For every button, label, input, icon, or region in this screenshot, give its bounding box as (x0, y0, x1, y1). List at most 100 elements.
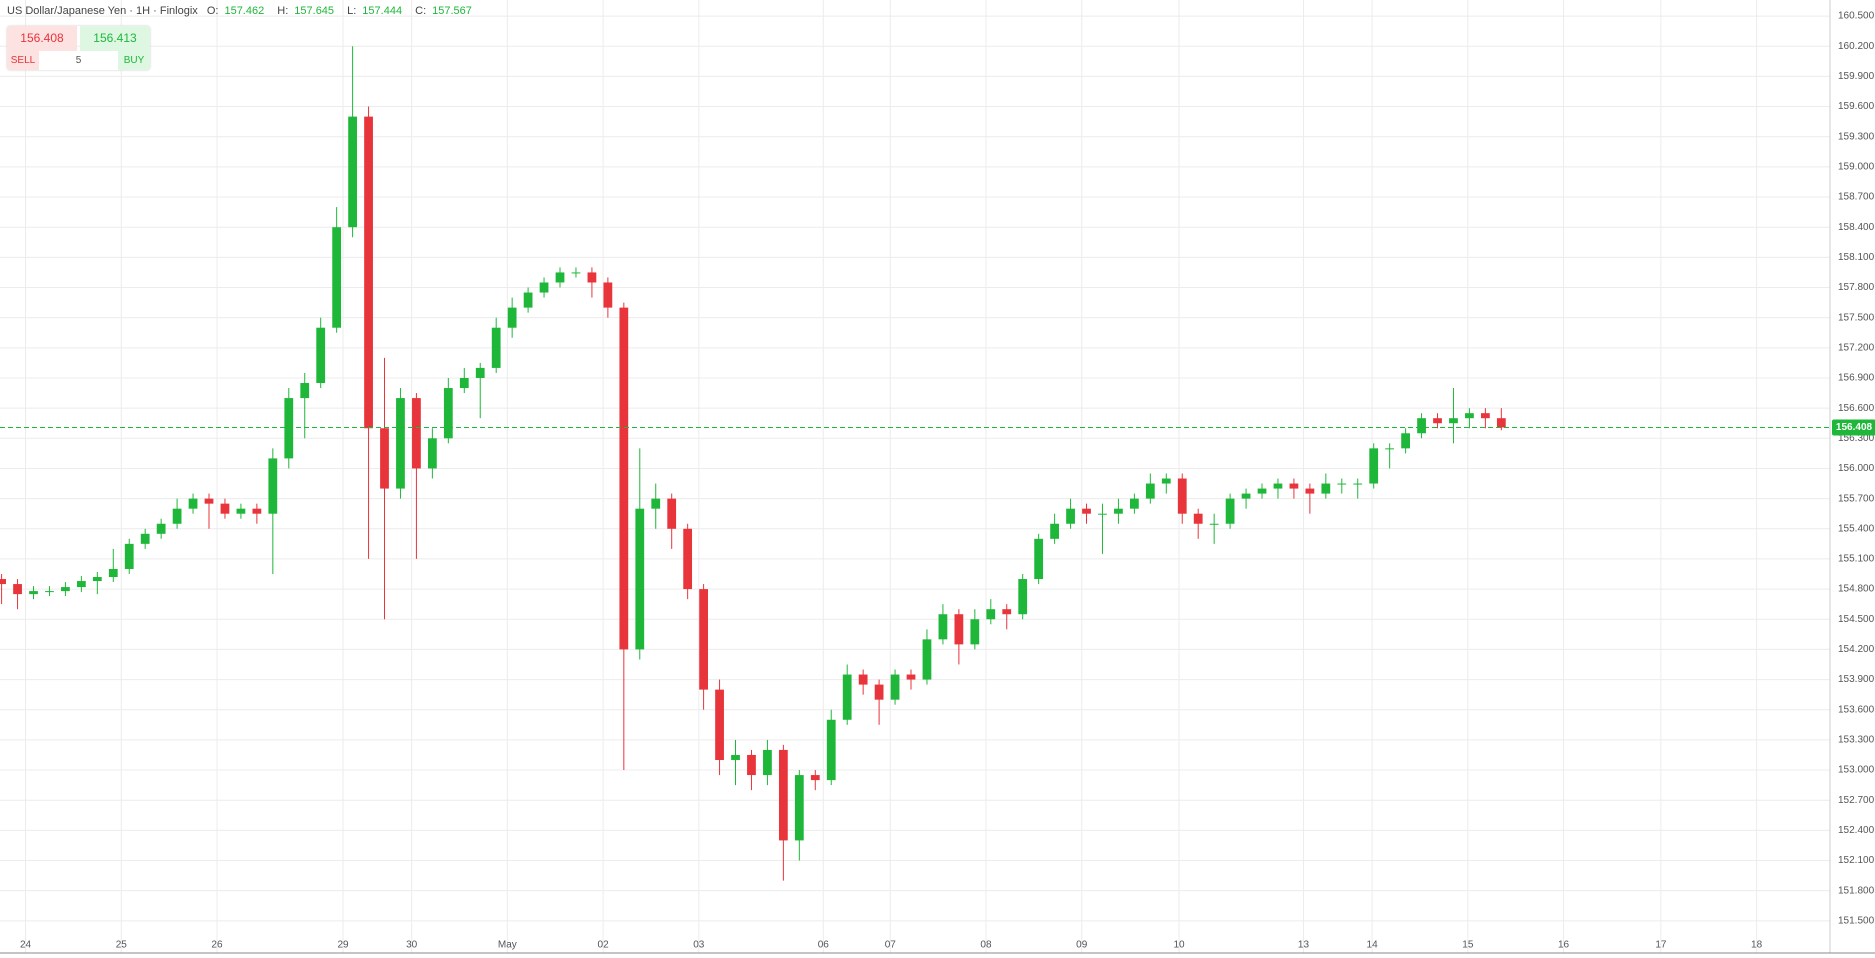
y-tick-label: 152.100 (1838, 855, 1875, 866)
x-tick-label: 18 (1751, 940, 1763, 951)
candle-body (858, 674, 868, 685)
x-tick-label: 15 (1462, 940, 1474, 951)
y-tick-label: 157.800 (1838, 282, 1875, 293)
y-tick-label: 154.200 (1838, 644, 1875, 655)
ohlc-value: 157.645 (294, 5, 335, 17)
candle-body (1082, 508, 1091, 514)
candle-body (332, 227, 342, 328)
candle-body (1241, 493, 1251, 499)
candle-body (156, 523, 166, 534)
ohlc-value: 157.444 (362, 5, 403, 17)
last-price-label: 156.408 (1836, 422, 1873, 433)
x-tick-label: 09 (1076, 940, 1088, 951)
candle-body (1177, 478, 1187, 514)
candle-body (459, 377, 469, 389)
x-tick-label: 24 (20, 940, 32, 951)
candle-body (555, 272, 565, 283)
y-tick-label: 159.600 (1838, 101, 1875, 112)
candle-body (667, 498, 677, 529)
candle-body (1018, 579, 1028, 615)
y-tick-label: 156.000 (1838, 463, 1875, 474)
y-tick-label: 157.500 (1838, 312, 1875, 323)
y-tick-label: 160.200 (1838, 41, 1875, 52)
trade-row: SELL 5 BUY (7, 51, 150, 70)
buy-button[interactable]: BUY (118, 51, 150, 70)
ohlc-label: L: (347, 5, 357, 17)
candle-body (220, 503, 230, 514)
x-tick-label: 25 (116, 940, 128, 951)
x-tick-label: 14 (1367, 940, 1379, 951)
x-tick-label: 26 (211, 940, 223, 951)
y-tick-label: 159.000 (1838, 162, 1875, 173)
candle-body (1225, 498, 1235, 524)
x-tick-label: 03 (693, 940, 705, 951)
candle-body (284, 398, 294, 459)
x-tick-label: 02 (598, 940, 610, 951)
candle-body (427, 438, 437, 469)
ohlc-value: 157.567 (432, 5, 472, 17)
candle-body (1353, 483, 1363, 485)
chart-header: US Dollar/Japanese Yen · 1H · Finlogix O… (7, 5, 482, 17)
y-tick-label: 154.800 (1838, 584, 1875, 595)
y-tick-label: 158.700 (1838, 192, 1875, 203)
candle-body (92, 577, 102, 582)
y-tick-label: 152.700 (1838, 795, 1875, 806)
candle-body (1449, 418, 1458, 424)
candle-body (890, 674, 900, 700)
ohlc-label: H: (277, 5, 289, 17)
candle-body (954, 614, 964, 645)
candle-body (1098, 513, 1107, 515)
candle-body (571, 272, 581, 274)
candle-body (715, 689, 724, 760)
candle-body (1273, 483, 1283, 489)
candle-body (794, 775, 804, 841)
candle-body (539, 282, 549, 293)
candle-body (874, 684, 884, 700)
candle-body (188, 498, 198, 509)
candle-body (236, 508, 246, 514)
candle-body (1401, 433, 1410, 449)
candle-body (731, 754, 740, 760)
sell-price[interactable]: 156.408 (7, 26, 77, 51)
candle-body (651, 498, 661, 509)
candle-body (268, 458, 278, 514)
chart-title: US Dollar/Japanese Yen · 1H · Finlogix (7, 5, 198, 17)
y-tick-label: 160.500 (1838, 11, 1875, 22)
buy-price[interactable]: 156.413 (80, 26, 150, 51)
x-tick-label: 29 (337, 940, 349, 951)
candle-body (1066, 508, 1075, 524)
y-tick-label: 153.300 (1838, 735, 1875, 746)
candle-body (252, 508, 262, 514)
x-tick-label: 08 (980, 940, 992, 951)
ohlc-label: O: (206, 5, 219, 17)
candle-body (204, 498, 214, 504)
sell-button[interactable]: SELL (7, 51, 39, 70)
last-price-tag (1832, 419, 1875, 436)
y-tick-label: 157.200 (1838, 342, 1875, 353)
candle-body (1465, 413, 1474, 419)
candle-body (1002, 609, 1012, 615)
y-tick-label: 156.900 (1838, 373, 1875, 384)
ohlc-value: 157.462 (224, 5, 265, 17)
candle-body (1305, 488, 1315, 494)
y-tick-label: 158.400 (1838, 222, 1875, 233)
candle-body (1050, 523, 1059, 539)
candle-body (699, 589, 708, 690)
candle-body (763, 749, 772, 776)
x-tick-label: 10 (1173, 940, 1185, 951)
candle-body (364, 116, 373, 429)
candle-body (1257, 488, 1267, 494)
candle-body (443, 388, 453, 439)
x-tick-label: 30 (406, 940, 418, 951)
candle-body (124, 543, 134, 569)
y-tick-label: 153.900 (1838, 674, 1875, 685)
x-tick-label: 13 (1298, 940, 1310, 951)
candle-body (1385, 448, 1395, 450)
candle-body (0, 579, 6, 585)
candle-body (1114, 508, 1123, 514)
y-tick-label: 151.800 (1838, 885, 1875, 896)
y-tick-label: 155.100 (1838, 554, 1875, 565)
candle-body (810, 775, 820, 781)
candle-body (507, 307, 517, 328)
